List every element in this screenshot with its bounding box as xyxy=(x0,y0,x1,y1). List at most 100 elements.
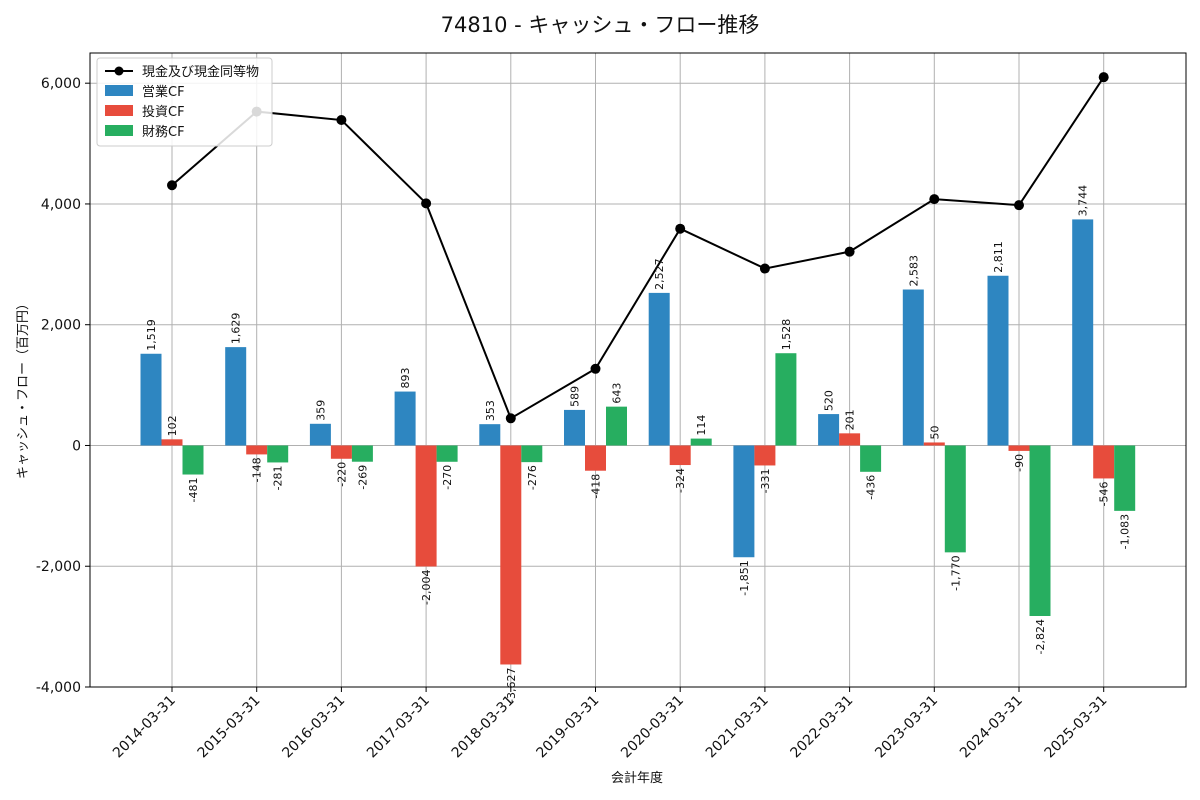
bar xyxy=(436,445,458,462)
bar-data-label: 1,629 xyxy=(230,313,243,345)
chart-title: 74810 - キャッシュ・フロー推移 xyxy=(441,13,760,37)
legend-label: 現金及び現金同等物 xyxy=(142,64,259,80)
bar xyxy=(521,445,543,463)
cash-point xyxy=(675,223,686,234)
bar-data-label: 353 xyxy=(484,400,497,421)
cash-point xyxy=(1098,72,1109,83)
bar-data-label: 643 xyxy=(611,383,624,404)
bar-data-label: 50 xyxy=(928,425,941,439)
cash-point xyxy=(1014,200,1024,211)
bar xyxy=(1114,445,1136,511)
bar xyxy=(987,275,1009,446)
bar-data-label: 3,744 xyxy=(1077,185,1090,217)
bar xyxy=(648,292,670,446)
bar xyxy=(479,424,501,446)
grid-layer xyxy=(90,53,1186,688)
bar-data-label: -269 xyxy=(356,465,369,490)
bar-data-label: 1,528 xyxy=(780,319,793,351)
bar-data-label: 114 xyxy=(695,415,708,436)
bar xyxy=(860,445,882,472)
legend-label: 財務CF xyxy=(142,125,185,140)
cash-point xyxy=(929,194,940,205)
plot-frame xyxy=(89,52,1187,688)
bar-data-label: -436 xyxy=(865,475,878,500)
bar xyxy=(351,445,373,462)
y-axis-label: キャッシュ・フロー（百万円） xyxy=(16,297,31,479)
bar xyxy=(733,445,755,558)
bar-data-label: -1,770 xyxy=(949,555,962,590)
line-layer xyxy=(167,72,1109,424)
bar-data-label: -418 xyxy=(590,474,603,499)
bar xyxy=(585,445,606,471)
bar-data-label: 2,527 xyxy=(653,258,666,290)
bar-layer xyxy=(140,219,1136,665)
cash-point xyxy=(844,246,855,257)
x-tick-label: 2022-03-31 xyxy=(788,693,857,762)
legend-swatch xyxy=(105,125,133,136)
legend-label: 投資CF xyxy=(142,104,185,120)
bar xyxy=(902,289,924,446)
bar-data-label: 201 xyxy=(844,409,857,430)
bar xyxy=(500,445,522,665)
bar xyxy=(1029,445,1051,616)
y-tick-label: -2,000 xyxy=(36,559,81,575)
y-tick-label: 0 xyxy=(72,438,81,454)
bar-data-label: 2,583 xyxy=(907,255,920,287)
bar-data-label: 102 xyxy=(166,415,179,436)
bar xyxy=(330,445,352,459)
cash-point xyxy=(336,115,347,126)
bar xyxy=(754,445,776,466)
x-tick-label: 2016-03-31 xyxy=(279,693,348,762)
bar-data-label: -270 xyxy=(441,465,454,490)
bar xyxy=(225,347,247,446)
cash-point xyxy=(167,180,177,191)
y-tick-label: 4,000 xyxy=(41,197,81,213)
bar xyxy=(267,445,289,463)
bar xyxy=(246,445,268,455)
bar-data-label: 1,519 xyxy=(145,319,158,351)
data-label-layer: 1,519 1,629 359 893 353 589 2,527 -1,851 520 2,58… xyxy=(145,185,1132,703)
bar-data-label: -3,627 xyxy=(505,667,518,702)
bar-data-label: -2,004 xyxy=(420,569,433,604)
bar xyxy=(923,442,945,446)
legend-label: 営業CF xyxy=(142,84,185,100)
bar xyxy=(944,445,966,553)
cash-point xyxy=(759,263,770,274)
bar xyxy=(394,391,416,446)
y-tick-label: -4,000 xyxy=(36,680,81,696)
bar-data-label: -1,851 xyxy=(738,560,751,595)
bar xyxy=(606,406,627,446)
cash-line xyxy=(171,76,1105,420)
bar-data-label: 359 xyxy=(314,400,327,421)
bar-data-label: -281 xyxy=(272,465,285,490)
cash-point xyxy=(505,413,516,424)
bar-data-label: -90 xyxy=(1013,454,1026,472)
bar xyxy=(669,445,691,466)
bar xyxy=(775,353,797,446)
bar xyxy=(182,445,204,475)
x-tick-label: 2023-03-31 xyxy=(872,693,941,762)
legend-swatch xyxy=(105,85,133,96)
bar xyxy=(1093,445,1115,479)
x-tick-label: 2014-03-31 xyxy=(110,693,179,762)
bar-data-label: -331 xyxy=(759,468,772,493)
y-tick-label: 6,000 xyxy=(41,76,81,92)
bar-data-label: 893 xyxy=(399,368,412,389)
x-tick-label: 2019-03-31 xyxy=(533,693,602,762)
bar-data-label: 589 xyxy=(569,386,582,407)
bar xyxy=(415,445,437,567)
bar xyxy=(839,433,861,446)
x-tick-label: 2024-03-31 xyxy=(957,693,1026,762)
bar xyxy=(140,353,162,446)
bar-data-label: -220 xyxy=(335,462,348,487)
bar xyxy=(818,414,840,446)
cash-point xyxy=(590,363,601,374)
x-axis-label: 会計年度 xyxy=(611,770,663,786)
bar xyxy=(1008,445,1030,451)
cash-point xyxy=(421,198,432,209)
legend-swatch xyxy=(105,105,133,116)
x-tick-label: 2025-03-31 xyxy=(1042,693,1111,762)
